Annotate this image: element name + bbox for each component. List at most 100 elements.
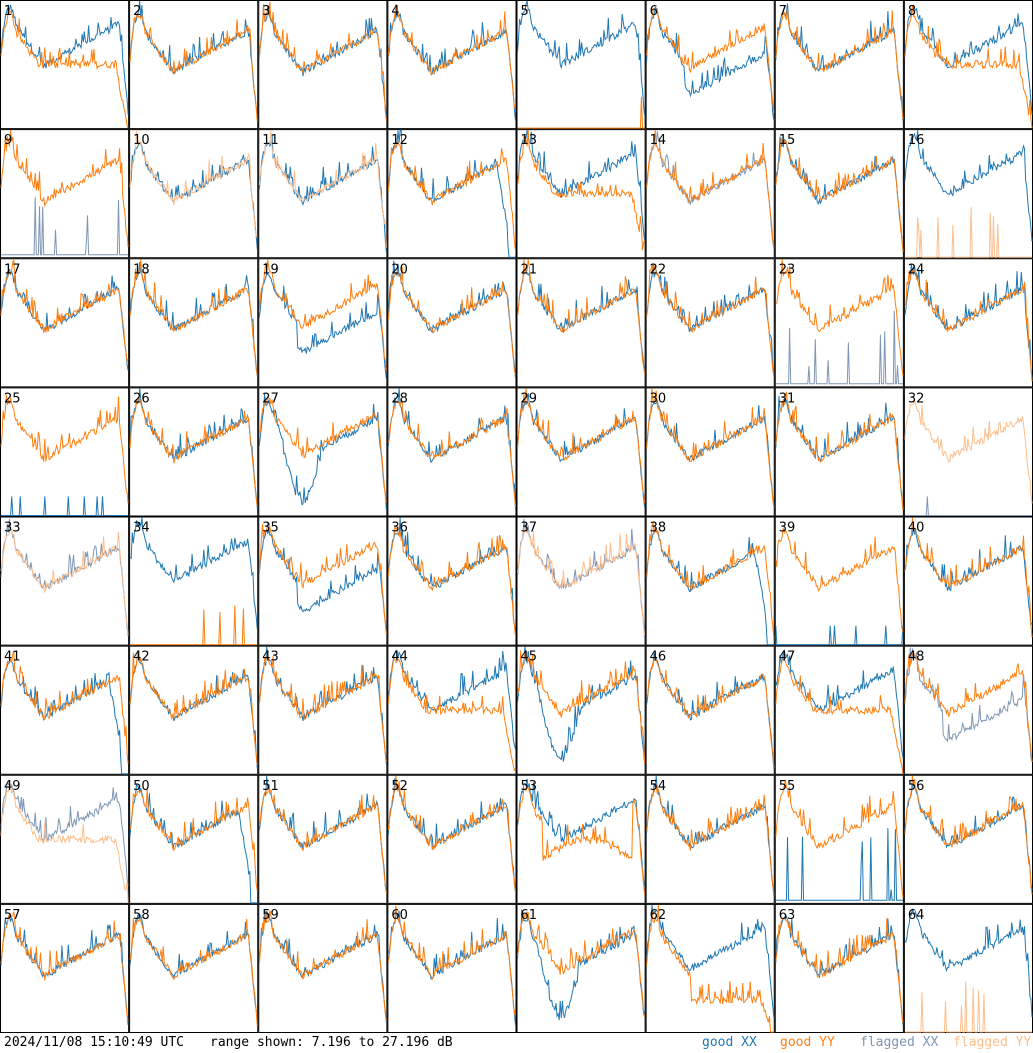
series-yy-panel-19 <box>258 259 387 371</box>
series-yy-panel-20 <box>387 266 516 375</box>
panel-frame <box>0 516 130 646</box>
panel-27: 27 <box>258 387 388 517</box>
series-xx-panel-63 <box>775 914 904 1025</box>
panel-60: 60 <box>387 903 517 1033</box>
panel-22: 22 <box>645 258 775 388</box>
series-yy-panel-28 <box>387 399 516 507</box>
series-yy-panel-63 <box>775 917 904 1023</box>
panel-frame <box>258 774 388 904</box>
series-yy-panel-41 <box>0 650 129 764</box>
panel-label: 9 <box>4 133 12 148</box>
panel-label: 20 <box>391 262 408 277</box>
series-yy-panel-62 <box>646 904 774 1033</box>
panel-frame <box>774 903 904 1033</box>
panel-frame <box>645 387 775 517</box>
panel-21: 21 <box>516 258 646 388</box>
series-yy-panel-46 <box>646 659 775 769</box>
panel-17: 17 <box>0 258 130 388</box>
panel-frame <box>387 0 517 130</box>
series-xx-panel-6 <box>646 6 775 120</box>
panel-frame <box>387 387 517 517</box>
panel-10: 10 <box>129 129 259 259</box>
series-xx-panel-54 <box>646 775 775 896</box>
series-yy-panel-38 <box>646 522 775 639</box>
series-xx-panel-42 <box>129 651 258 769</box>
series-yy-panel-61 <box>517 911 646 1018</box>
panel-frame <box>774 516 904 646</box>
panel-35: 35 <box>258 516 388 646</box>
panel-frame <box>0 774 130 904</box>
panel-15: 15 <box>774 129 904 259</box>
series-yy-panel-49 <box>0 784 129 903</box>
panel-label: 22 <box>650 262 667 277</box>
panel-frame <box>129 0 259 130</box>
panel-label: 58 <box>133 908 150 923</box>
series-xx-panel-27 <box>258 393 387 511</box>
panel-frame <box>645 516 775 646</box>
panel-frame <box>645 258 775 388</box>
series-xx-panel-39 <box>775 625 904 646</box>
series-yy-panel-7 <box>775 8 904 120</box>
series-yy-panel-13 <box>517 130 646 251</box>
panel-frame <box>903 645 1033 775</box>
series-yy-panel-11 <box>258 130 387 248</box>
panel-label: 37 <box>521 521 538 536</box>
panel-label: 45 <box>521 650 538 665</box>
panel-frame <box>774 387 904 517</box>
panel-frame <box>129 774 259 904</box>
series-xx-panel-55 <box>775 827 903 901</box>
panel-frame <box>645 903 775 1033</box>
series-xx-panel-12 <box>387 129 516 258</box>
panel-label: 43 <box>262 650 279 665</box>
legend-flagged-yy: flagged YY <box>953 1035 1032 1050</box>
panel-frame <box>516 774 646 904</box>
series-yy-panel-40 <box>904 517 1033 638</box>
series-xx-panel-4 <box>387 11 516 121</box>
panel-label: 24 <box>908 262 925 277</box>
footer: 2024/11/08 15:10:49 UTC range shown: 7.1… <box>0 1033 1033 1053</box>
panel-frame <box>516 258 646 388</box>
series-xx-panel-49 <box>0 780 129 886</box>
panel-label: 12 <box>391 133 408 148</box>
panel-19: 19 <box>258 258 388 388</box>
panel-6: 6 <box>645 0 775 130</box>
panel-frame <box>774 645 904 775</box>
series-xx-panel-53 <box>517 778 646 888</box>
series-xx-panel-59 <box>258 909 387 1023</box>
series-xx-panel-29 <box>517 393 646 508</box>
series-xx-panel-26 <box>129 388 258 509</box>
panel-label: 1 <box>4 4 12 19</box>
panel-14: 14 <box>645 129 775 259</box>
panel-50: 50 <box>129 774 259 904</box>
panel-label: 5 <box>521 4 529 19</box>
panel-frame <box>387 258 517 388</box>
series-yy-panel-21 <box>517 259 646 375</box>
panel-frame <box>903 516 1033 646</box>
panel-frame <box>516 903 646 1033</box>
series-xx-panel-47 <box>775 649 904 758</box>
panel-label: 13 <box>521 133 538 148</box>
panel-8: 8 <box>903 0 1033 130</box>
panel-label: 14 <box>650 133 667 148</box>
panel-label: 26 <box>133 391 150 406</box>
series-yy-panel-14 <box>646 130 775 247</box>
panel-48: 48 <box>903 645 1033 775</box>
series-yy-panel-33 <box>0 527 129 635</box>
panel-frame <box>258 0 388 130</box>
series-yy-panel-39 <box>775 527 904 633</box>
panel-61: 61 <box>516 903 646 1033</box>
panel-20: 20 <box>387 258 517 388</box>
panel-38: 38 <box>645 516 775 646</box>
panel-label: 52 <box>391 779 408 794</box>
panel-label: 10 <box>133 133 150 148</box>
panel-63: 63 <box>774 903 904 1033</box>
legend-flagged-xx: flagged XX <box>860 1035 939 1050</box>
series-xx-panel-5 <box>517 0 646 115</box>
panel-57: 57 <box>0 903 130 1033</box>
panel-label: 54 <box>650 779 667 794</box>
panel-label: 63 <box>779 908 796 923</box>
series-xx-panel-37 <box>517 518 646 639</box>
panel-frame <box>0 129 130 259</box>
panel-47: 47 <box>774 645 904 775</box>
series-yy-panel-31 <box>775 391 904 511</box>
